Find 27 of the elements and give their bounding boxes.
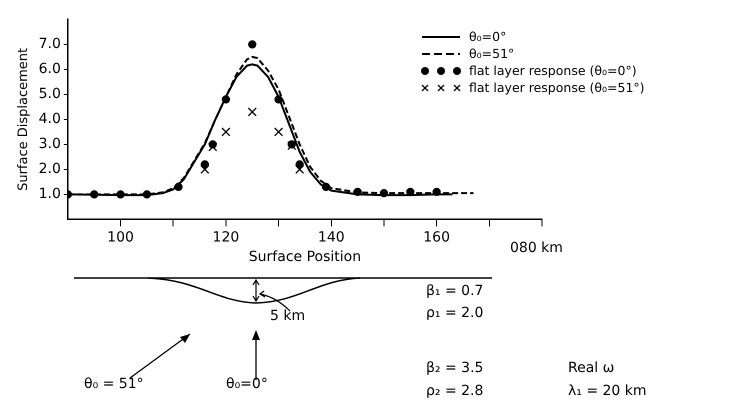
x-tick-label: 100 — [107, 229, 134, 246]
y-tick-label: 1.0 — [38, 186, 61, 202]
y-tick-label: 2.0 — [38, 161, 61, 178]
legend-label: flat layer response (θ₀=0°) — [469, 63, 637, 78]
text: λ₁ = 20 km — [568, 383, 647, 399]
legend-label: θ₀=51° — [469, 46, 514, 61]
text: β₁ = 0.7 — [426, 283, 484, 299]
text: ρ₂ = 2.8 — [426, 383, 484, 399]
x-axis-title: Surface Position — [248, 249, 362, 266]
text: θ₀=0° — [226, 376, 268, 392]
text: Real ω — [568, 360, 614, 376]
y-tick-label: 3.0 — [38, 136, 61, 152]
y-tick-label: 4.0 — [38, 111, 61, 128]
text: θ₀ = 51° — [84, 376, 144, 392]
x-tick-label: 140 — [318, 229, 345, 246]
y-axis-title: Surface Displacement — [16, 48, 32, 191]
y-tick-label: 5.0 — [38, 86, 61, 102]
y-tick-label: 6.0 — [38, 61, 61, 78]
legend-label: flat layer response (θ₀=51°) — [469, 80, 645, 95]
x-tick-label: 160 — [423, 229, 450, 246]
text: ρ₁ = 2.0 — [426, 305, 484, 321]
y-tick-label: 7.0 — [38, 36, 61, 52]
legend-label: θ₀=0° — [469, 29, 506, 44]
text: β₂ = 3.5 — [426, 360, 484, 376]
x-tick-label: 120 — [212, 229, 240, 246]
text: 5 km — [270, 308, 306, 324]
text: 080 km — [510, 240, 563, 256]
